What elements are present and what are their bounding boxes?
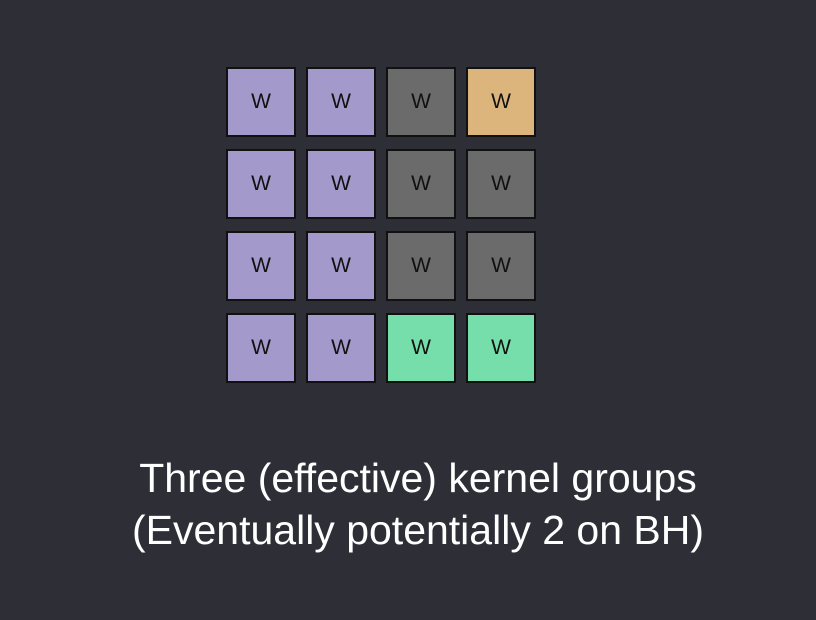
worker-cell-purple: W (306, 149, 376, 219)
worker-cell-gray: W (466, 231, 536, 301)
worker-cell-purple: W (306, 67, 376, 137)
worker-cell-gray: W (386, 67, 456, 137)
worker-cell-purple: W (226, 67, 296, 137)
worker-cell-purple: W (226, 149, 296, 219)
worker-cell-orange: W (466, 67, 536, 137)
worker-cell-purple: W (226, 313, 296, 383)
worker-cell-purple: W (226, 231, 296, 301)
worker-cell-gray: W (386, 231, 456, 301)
worker-cell-purple: W (306, 313, 376, 383)
worker-cell-green: W (466, 313, 536, 383)
worker-cell-green: W (386, 313, 456, 383)
caption: Three (effective) kernel groups (Eventua… (0, 452, 816, 556)
worker-cell-gray: W (466, 149, 536, 219)
worker-cell-purple: W (306, 231, 376, 301)
caption-line-2: (Eventually potentially 2 on BH) (131, 507, 705, 553)
caption-line-1: Three (effective) kernel groups (139, 455, 697, 501)
worker-cell-gray: W (386, 149, 456, 219)
